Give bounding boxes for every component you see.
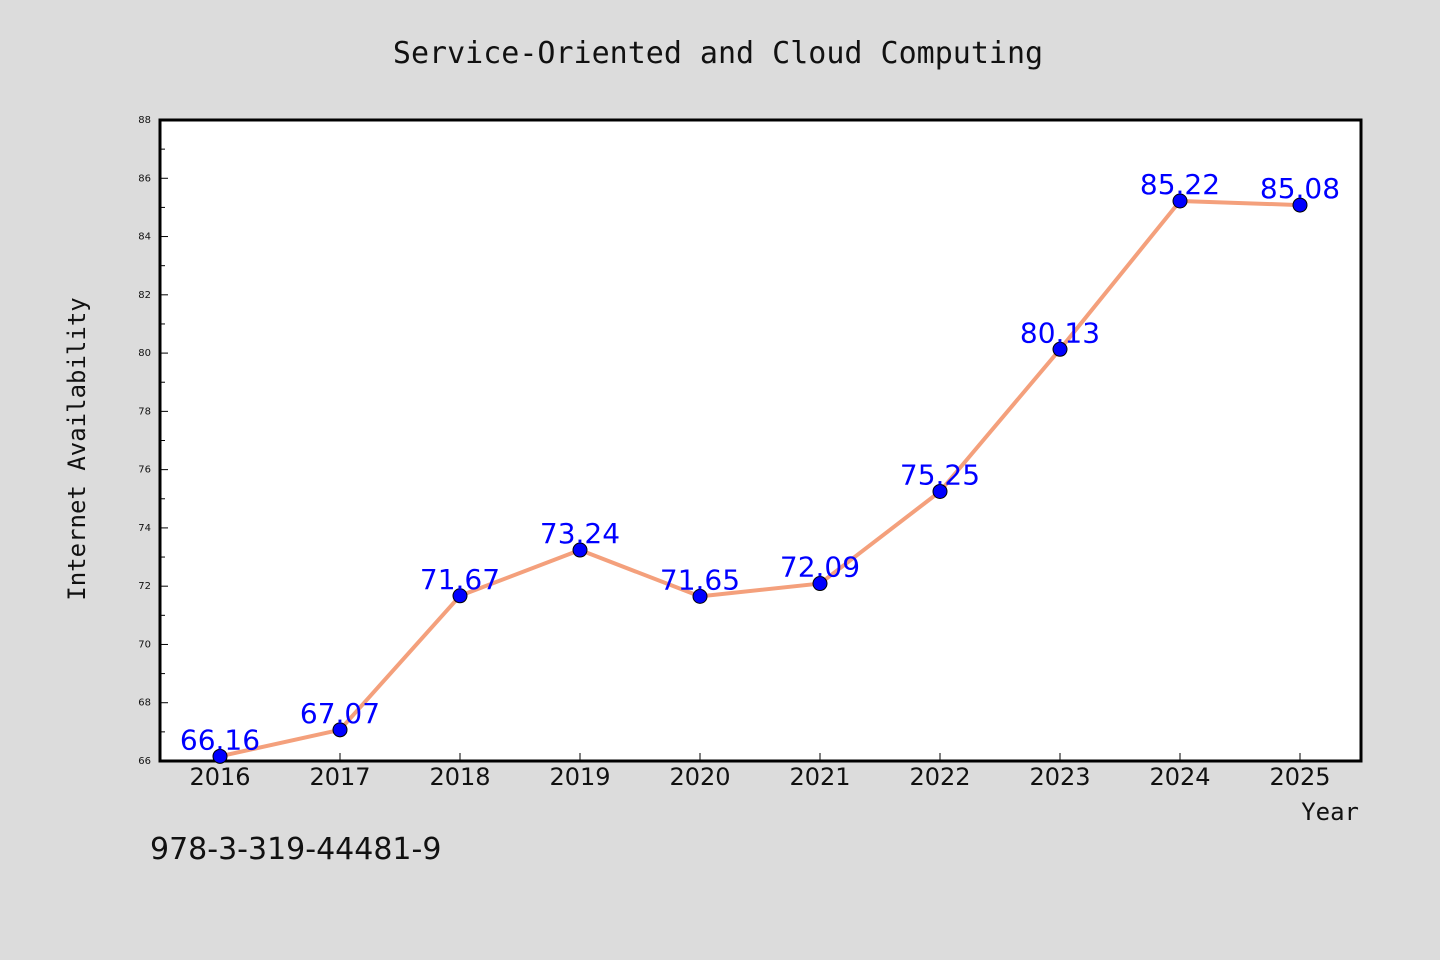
series-0: 66.16 67.07 71.67 73.24 71.65 72.09 75.25 80.13… — [180, 168, 1340, 764]
data-label: 71.65 — [660, 563, 740, 596]
y-tick-label: 76 — [138, 465, 151, 476]
x-tick-label: 2025 — [1269, 763, 1330, 791]
y-tick-label: 86 — [138, 173, 151, 184]
data-point — [1052, 341, 1068, 357]
x-tick-label: 2017 — [309, 763, 370, 791]
y-tick-label: 74 — [138, 523, 151, 534]
y-axis: 66 68 70 72 74 76 78 80 82 84 86 88 — [138, 115, 168, 767]
x-tick-label: 2019 — [549, 763, 610, 791]
data-label: 75.25 — [900, 458, 980, 491]
y-tick-label: 72 — [138, 581, 151, 592]
chart-title: Service-Oriented and Cloud Computing — [393, 36, 1043, 71]
series-line — [218, 198, 1302, 759]
y-axis-label: Internet Availability — [63, 297, 91, 600]
data-point — [932, 483, 948, 499]
x-tick-label: 2018 — [429, 763, 490, 791]
data-label: 67.07 — [300, 697, 380, 730]
y-tick-label: 66 — [138, 756, 151, 767]
x-axis: 2016 2017 2018 2019 2020 2021 2022 2023 2024 2025 — [189, 753, 1331, 791]
y-tick-label: 84 — [138, 232, 151, 243]
x-tick-label: 2024 — [1149, 763, 1210, 791]
data-label: 71.67 — [420, 563, 500, 596]
data-point — [332, 722, 348, 738]
data-point — [212, 748, 228, 764]
x-tick-label: 2022 — [909, 763, 970, 791]
x-tick-label: 2021 — [789, 763, 850, 791]
data-label: 80.13 — [1020, 316, 1100, 349]
data-label: 85.22 — [1140, 168, 1220, 201]
data-label: 72.09 — [780, 551, 860, 584]
data-point — [692, 588, 708, 604]
data-point — [1292, 197, 1308, 213]
y-tick-label: 82 — [138, 290, 151, 301]
plot-area — [158, 118, 1363, 763]
y-tick-label: 70 — [138, 639, 151, 650]
x-axis-label: Year — [1301, 798, 1359, 826]
data-label: 73.24 — [540, 517, 620, 550]
y-tick-label: 80 — [138, 348, 151, 359]
data-point — [1172, 193, 1188, 209]
x-tick-label: 2023 — [1029, 763, 1090, 791]
x-tick-label: 2020 — [669, 763, 730, 791]
data-point — [572, 542, 588, 558]
data-label: 85.08 — [1260, 172, 1340, 205]
data-label: 66.16 — [180, 723, 260, 756]
isbn-text: 978-3-319-44481-9 — [150, 832, 442, 867]
data-point — [452, 588, 468, 604]
y-tick-label: 68 — [138, 698, 151, 709]
x-tick-label: 2016 — [189, 763, 250, 791]
y-tick-label: 78 — [138, 406, 151, 417]
y-tick-label: 88 — [138, 115, 151, 126]
data-point — [812, 576, 828, 592]
